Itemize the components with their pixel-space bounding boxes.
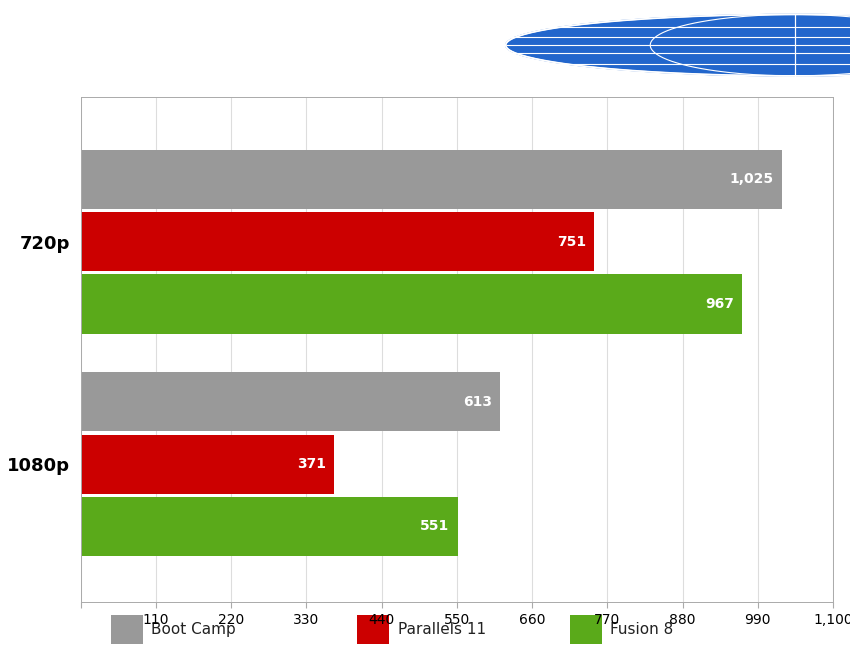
- Bar: [81, 372, 500, 432]
- Text: Parallels 11: Parallels 11: [398, 622, 486, 637]
- Text: FurMark OpenGL Benchmark 1.17.0: FurMark OpenGL Benchmark 1.17.0: [30, 56, 419, 74]
- Bar: [81, 150, 782, 209]
- Text: 371: 371: [298, 457, 326, 471]
- Text: 2015 VM Benchmark Showdown: 2015 VM Benchmark Showdown: [30, 19, 381, 38]
- Text: 1,025: 1,025: [729, 173, 774, 187]
- Bar: [81, 212, 594, 271]
- Text: Fusion 8: Fusion 8: [610, 622, 673, 637]
- Circle shape: [506, 15, 850, 76]
- Bar: [110, 615, 143, 644]
- Bar: [81, 497, 457, 556]
- Text: 751: 751: [557, 235, 586, 249]
- Bar: [357, 615, 389, 644]
- Text: Boot Camp: Boot Camp: [151, 622, 236, 637]
- Text: 613: 613: [462, 395, 492, 409]
- Text: 551: 551: [420, 519, 450, 533]
- Bar: [570, 615, 602, 644]
- Text: 967: 967: [705, 297, 734, 311]
- Bar: [81, 274, 742, 334]
- Bar: [81, 435, 334, 494]
